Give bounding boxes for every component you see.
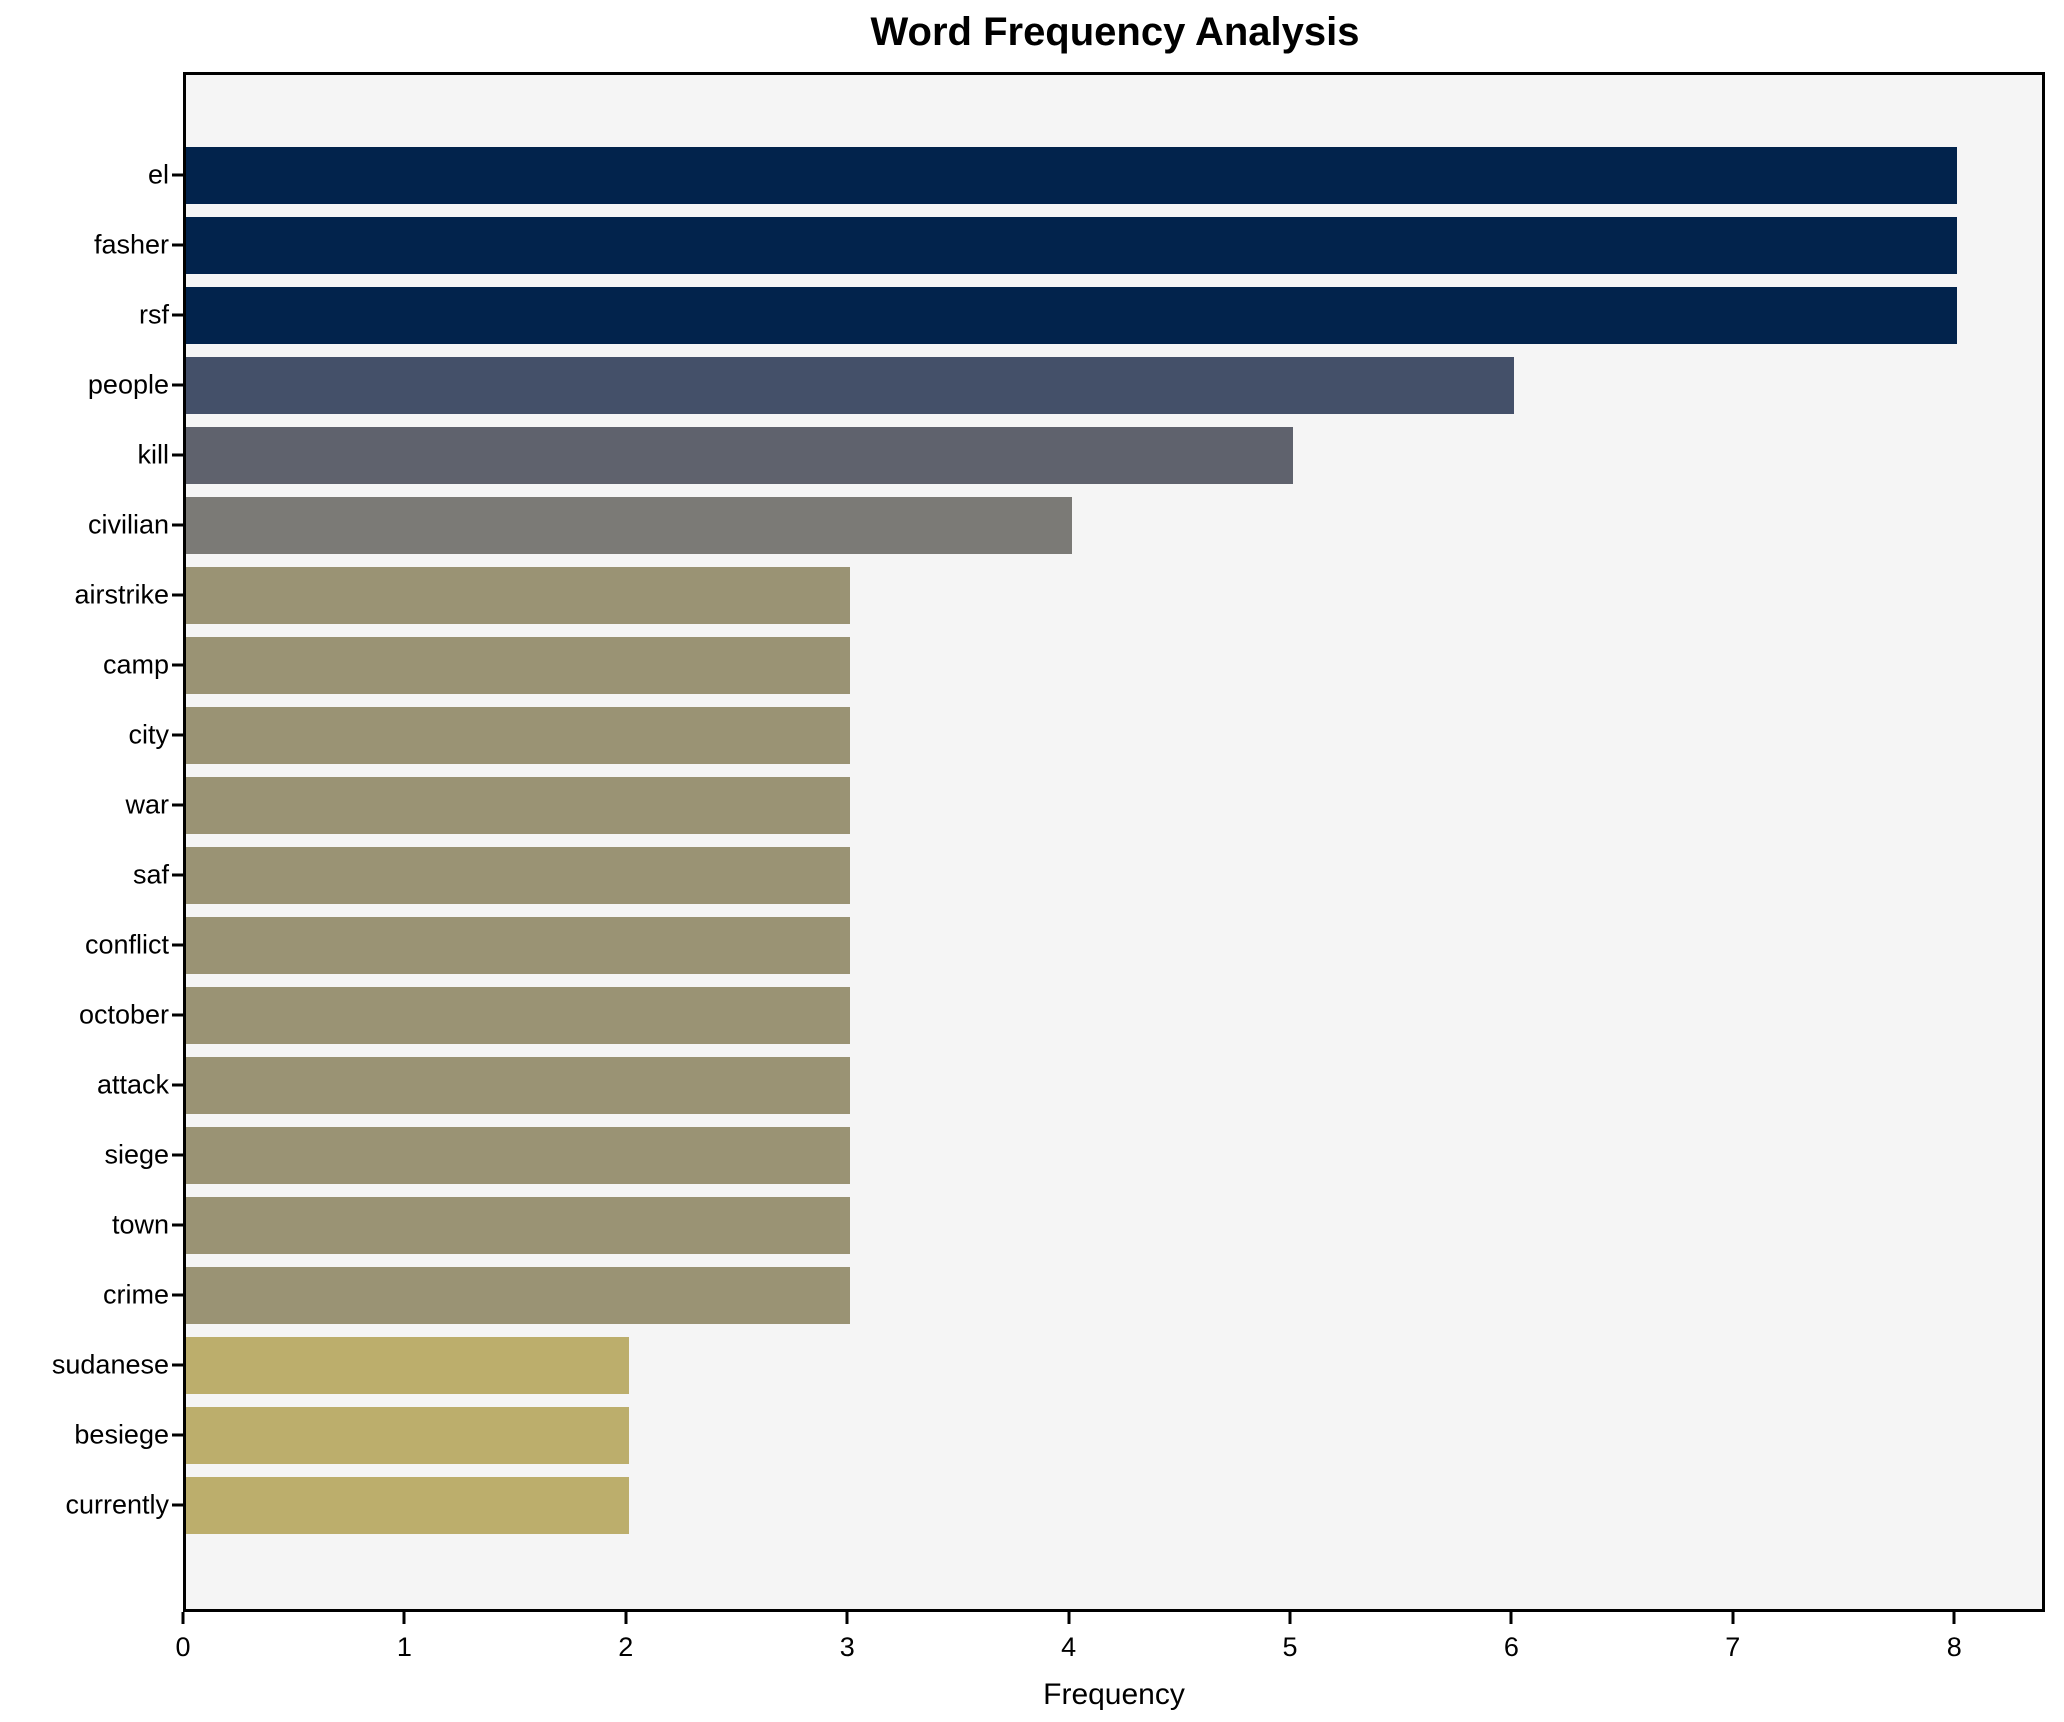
- y-tick-people: [172, 383, 183, 387]
- bar-war: [186, 776, 851, 834]
- bar-people: [186, 356, 1515, 414]
- bar-currently: [186, 1476, 629, 1534]
- bar-rsf: [186, 286, 1958, 344]
- y-label-siege: siege: [104, 1139, 169, 1170]
- bar-el: [186, 146, 1958, 204]
- y-label-kill: kill: [137, 439, 170, 470]
- y-label-sudanese: sudanese: [51, 1349, 169, 1380]
- x-tick-label-5: 5: [1282, 1632, 1298, 1662]
- x-tick-mark-2: [624, 1612, 628, 1624]
- y-tick-crime: [172, 1293, 183, 1297]
- y-label-camp: camp: [102, 649, 169, 680]
- y-tick-fasher: [172, 243, 183, 247]
- y-tick-camp: [172, 663, 183, 667]
- y-label-fasher: fasher: [93, 229, 169, 260]
- y-tick-currently: [172, 1503, 183, 1507]
- y-tick-siege: [172, 1153, 183, 1157]
- bar-conflict: [186, 916, 851, 974]
- x-tick-label-7: 7: [1725, 1632, 1741, 1662]
- y-tick-sudanese: [172, 1363, 183, 1367]
- x-tick-mark-7: [1731, 1612, 1735, 1624]
- bar-attack: [186, 1056, 851, 1114]
- bar-kill: [186, 426, 1293, 484]
- y-label-conflict: conflict: [84, 929, 169, 960]
- x-tick-mark-5: [1288, 1612, 1292, 1624]
- y-tick-attack: [172, 1083, 183, 1087]
- y-label-war: war: [125, 789, 169, 820]
- chart-title: Word Frequency Analysis: [870, 10, 1360, 54]
- y-label-october: october: [78, 999, 169, 1030]
- y-label-city: city: [128, 719, 170, 750]
- x-tick-mark-4: [1067, 1612, 1071, 1624]
- y-tick-rsf: [172, 313, 183, 317]
- y-tick-besiege: [172, 1433, 183, 1437]
- x-tick-label-6: 6: [1503, 1632, 1519, 1662]
- y-label-airstrike: airstrike: [74, 579, 169, 610]
- bar-besiege: [186, 1406, 629, 1464]
- y-tick-october: [172, 1013, 183, 1017]
- bar-siege: [186, 1126, 851, 1184]
- bar-sudanese: [186, 1336, 629, 1394]
- x-tick-mark-8: [1952, 1612, 1956, 1624]
- y-tick-town: [172, 1223, 183, 1227]
- plot-area: [183, 72, 2045, 1612]
- y-tick-civilian: [172, 523, 183, 527]
- y-tick-kill: [172, 453, 183, 457]
- y-label-besiege: besiege: [74, 1419, 169, 1450]
- bar-airstrike: [186, 566, 851, 624]
- x-tick-label-0: 0: [175, 1632, 191, 1662]
- y-tick-conflict: [172, 943, 183, 947]
- bar-october: [186, 986, 851, 1044]
- y-label-el: el: [147, 159, 169, 190]
- bar-fasher: [186, 216, 1958, 274]
- x-tick-mark-3: [845, 1612, 849, 1624]
- x-tick-mark-1: [402, 1612, 406, 1624]
- bar-camp: [186, 636, 851, 694]
- y-label-rsf: rsf: [139, 299, 169, 330]
- y-label-civilian: civilian: [87, 509, 169, 540]
- y-label-currently: currently: [65, 1489, 169, 1520]
- bar-town: [186, 1196, 851, 1254]
- bar-city: [186, 706, 851, 764]
- y-label-saf: saf: [132, 859, 169, 890]
- y-tick-saf: [172, 873, 183, 877]
- x-tick-label-3: 3: [839, 1632, 855, 1662]
- y-tick-city: [172, 733, 183, 737]
- x-tick-label-4: 4: [1061, 1632, 1077, 1662]
- x-tick-mark-0: [181, 1612, 185, 1624]
- y-tick-airstrike: [172, 593, 183, 597]
- bar-crime: [186, 1266, 851, 1324]
- x-tick-label-8: 8: [1946, 1632, 1962, 1662]
- y-label-town: town: [111, 1209, 169, 1240]
- y-label-crime: crime: [103, 1279, 169, 1310]
- y-tick-el: [172, 173, 183, 177]
- y-label-attack: attack: [96, 1069, 169, 1100]
- y-tick-war: [172, 803, 183, 807]
- y-label-people: people: [87, 369, 169, 400]
- x-axis-label: Frequency: [1043, 1678, 1185, 1711]
- bar-saf: [186, 846, 851, 904]
- x-tick-mark-6: [1509, 1612, 1513, 1624]
- bars-layer: [186, 75, 2042, 1609]
- bar-civilian: [186, 496, 1072, 554]
- x-tick-label-1: 1: [396, 1632, 412, 1662]
- x-tick-label-2: 2: [618, 1632, 634, 1662]
